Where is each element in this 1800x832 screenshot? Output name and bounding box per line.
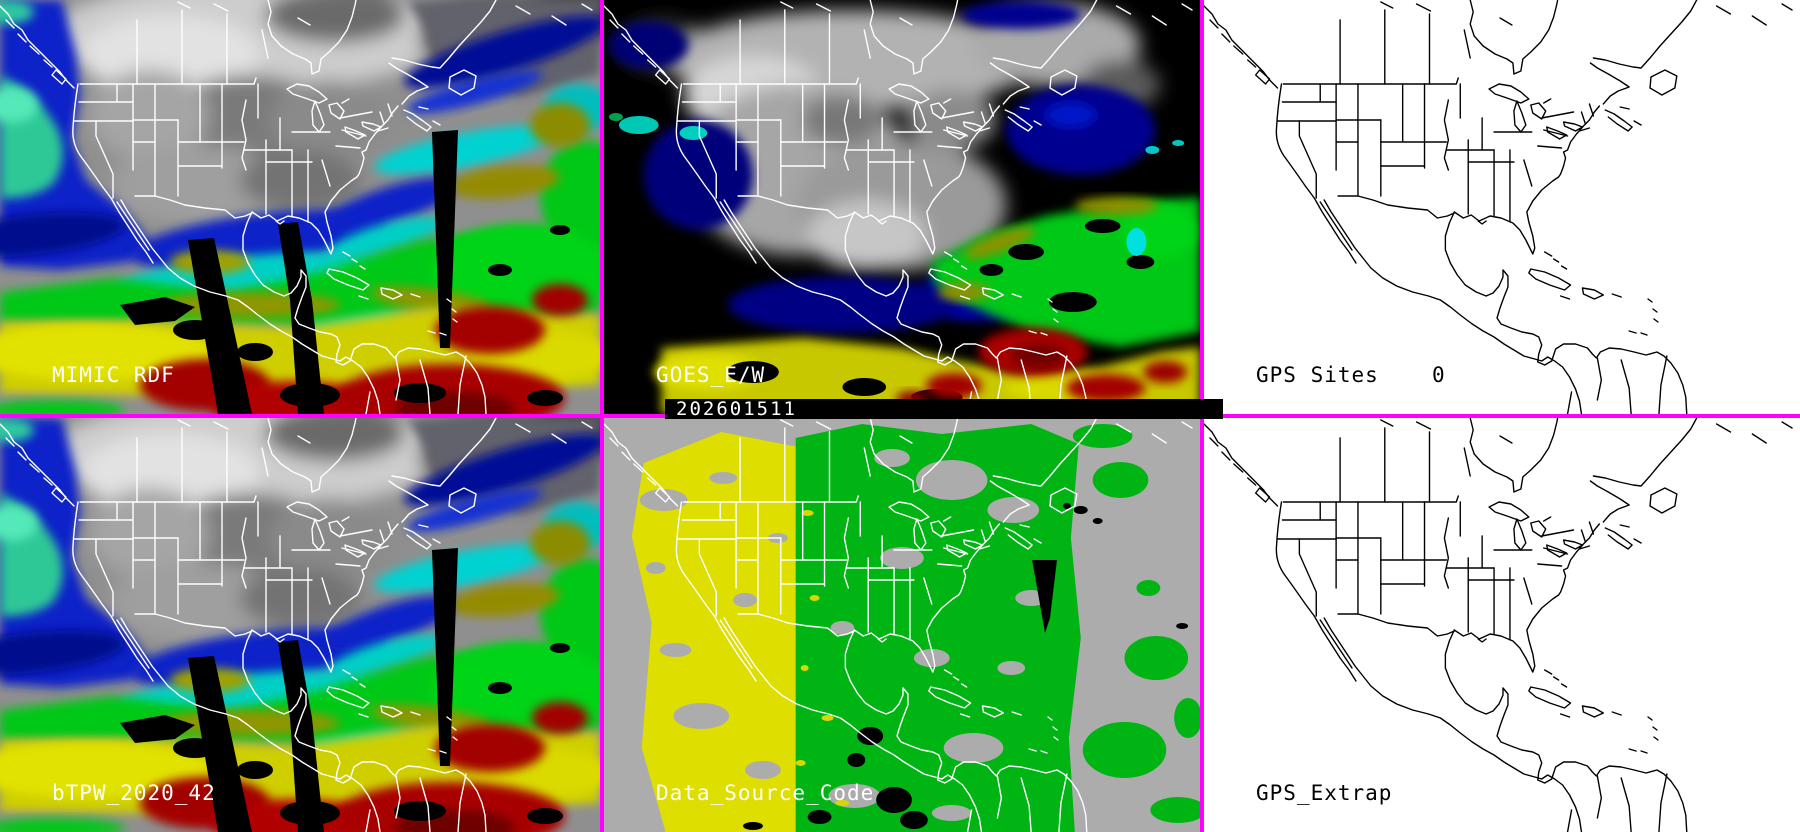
panel-gps-extrap: GPS_Extrap — [1204, 418, 1800, 832]
panel-gps-sites: GPS Sites 0 — [1204, 0, 1800, 414]
panel-label-btpw: bTPW_2020_42 — [52, 781, 216, 805]
panel-label-goes-e-w: GOES_E/W — [656, 363, 766, 387]
panel-btpw-2020-42: bTPW_2020_42 — [0, 418, 600, 832]
panel-data-source-code: Data_Source_Code — [604, 418, 1200, 832]
panel-label-gps-sites: GPS Sites — [1256, 363, 1379, 387]
timestamp-text: 202601511 — [676, 398, 797, 420]
na-outline-map — [0, 418, 593, 832]
timestamp-bar: 202601511 — [665, 398, 1223, 420]
panel-label-data-source-code: Data_Source_Code — [656, 781, 875, 805]
na-outline-map — [1204, 418, 1793, 832]
panel-goes-e-w: GOES_E/W — [604, 0, 1200, 414]
na-outline-map — [0, 0, 593, 414]
panel-label-mimic-rdf: MIMIC RDF — [52, 363, 175, 387]
panel-label-gps-extrap: GPS_Extrap — [1256, 781, 1393, 805]
panel-mimic-rdf: MIMIC RDF — [0, 0, 600, 414]
na-outline-map — [604, 418, 1193, 832]
na-outline-map — [1204, 0, 1793, 414]
na-outline-map — [604, 0, 1193, 414]
gps-sites-count: 0 — [1432, 363, 1445, 387]
